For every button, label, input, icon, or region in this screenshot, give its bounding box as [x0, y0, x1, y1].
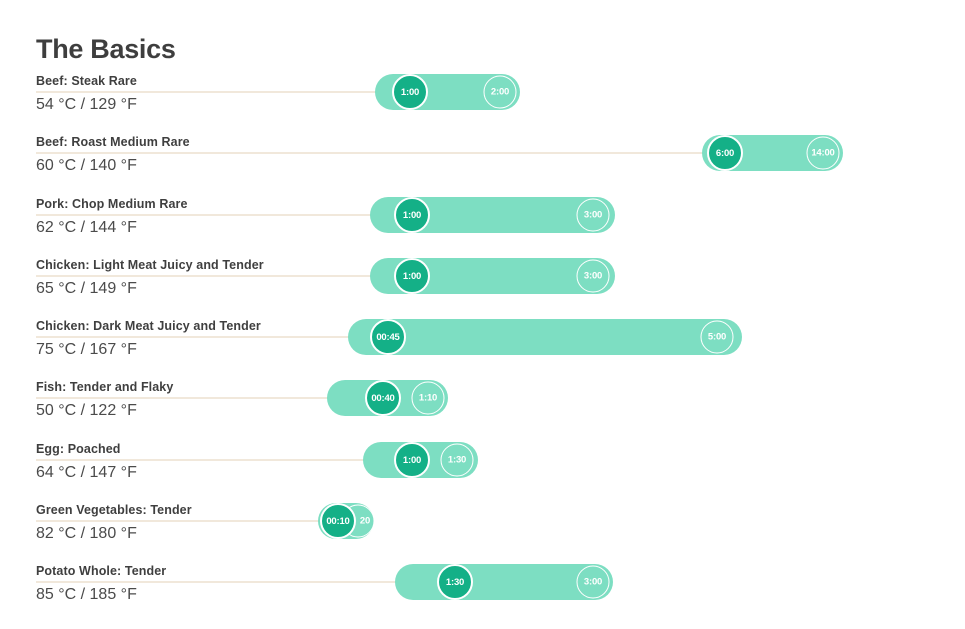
row-line: [36, 214, 372, 216]
min-time-badge[interactable]: 1:00: [394, 442, 430, 478]
max-time-label: 5:00: [707, 331, 727, 343]
food-label: Potato Whole: Tender: [36, 564, 167, 578]
row-line: [36, 397, 329, 399]
min-time-badge[interactable]: 1:00: [392, 74, 428, 110]
min-time-badge[interactable]: 00:10: [320, 503, 356, 539]
min-time-badge[interactable]: 6:00: [707, 135, 743, 171]
min-time-label: 00:10: [326, 515, 350, 527]
max-time-badge[interactable]: 2:00: [483, 75, 517, 109]
row-line: [36, 336, 350, 338]
min-time-label: 00:40: [371, 392, 395, 404]
max-time-label: 1:10: [418, 392, 438, 404]
min-time-label: 1:00: [402, 270, 422, 282]
food-label: Beef: Steak Rare: [36, 74, 137, 88]
max-time-label: 20: [359, 515, 371, 527]
max-time-badge[interactable]: 14:00: [806, 136, 840, 170]
max-time-badge[interactable]: 5:00: [700, 320, 734, 354]
food-label: Pork: Chop Medium Rare: [36, 197, 188, 211]
max-time-label: 14:00: [811, 147, 835, 159]
row-line: [36, 91, 377, 93]
min-time-label: 1:00: [402, 454, 422, 466]
row-line: [36, 581, 397, 583]
temperature-label: 62 °C / 144 °F: [36, 219, 137, 236]
max-time-label: 3:00: [583, 209, 603, 221]
max-time-badge[interactable]: 1:10: [411, 381, 445, 415]
min-time-badge[interactable]: 1:30: [437, 564, 473, 600]
time-range-bar[interactable]: 1:00 1:30: [363, 442, 478, 478]
time-range-bar[interactable]: 1:00 3:00: [370, 197, 615, 233]
row-line: [36, 520, 320, 522]
guide-row: Beef: Steak Rare 54 °C / 129 °F 1:00 2:0…: [0, 74, 965, 136]
time-range-bar[interactable]: 00:10 20: [318, 503, 375, 539]
guide-row: Potato Whole: Tender 85 °C / 185 °F 1:30…: [0, 564, 965, 626]
row-line: [36, 459, 365, 461]
temperature-label: 65 °C / 149 °F: [36, 280, 137, 297]
guide-row: Egg: Poached 64 °C / 147 °F 1:00 1:30: [0, 442, 965, 504]
time-range-bar[interactable]: 00:40 1:10: [327, 380, 448, 416]
time-range-bar[interactable]: 00:45 5:00: [348, 319, 742, 355]
min-time-label: 1:00: [402, 209, 422, 221]
max-time-badge[interactable]: 3:00: [576, 259, 610, 293]
time-range-bar[interactable]: 1:30 3:00: [395, 564, 613, 600]
max-time-label: 2:00: [490, 86, 510, 98]
time-range-bar[interactable]: 1:00 2:00: [375, 74, 520, 110]
temperature-label: 50 °C / 122 °F: [36, 402, 137, 419]
food-label: Chicken: Light Meat Juicy and Tender: [36, 258, 264, 272]
max-time-label: 1:30: [447, 454, 467, 466]
food-label: Green Vegetables: Tender: [36, 503, 192, 517]
guide-row: Pork: Chop Medium Rare 62 °C / 144 °F 1:…: [0, 197, 965, 259]
temperature-label: 64 °C / 147 °F: [36, 464, 137, 481]
temperature-label: 82 °C / 180 °F: [36, 525, 137, 542]
guide-row: Beef: Roast Medium Rare 60 °C / 140 °F 6…: [0, 135, 965, 197]
min-time-label: 6:00: [715, 147, 735, 159]
min-time-badge[interactable]: 1:00: [394, 258, 430, 294]
temperature-label: 60 °C / 140 °F: [36, 157, 137, 174]
max-time-label: 3:00: [583, 576, 603, 588]
min-time-label: 1:00: [400, 86, 420, 98]
page-title: The Basics: [36, 34, 176, 65]
max-time-badge[interactable]: 3:00: [576, 198, 610, 232]
min-time-badge[interactable]: 1:00: [394, 197, 430, 233]
min-time-label: 1:30: [445, 576, 465, 588]
temperature-label: 54 °C / 129 °F: [36, 96, 137, 113]
time-range-bar[interactable]: 6:00 14:00: [702, 135, 843, 171]
max-time-badge[interactable]: 3:00: [576, 565, 610, 599]
guide-row: Fish: Tender and Flaky 50 °C / 122 °F 00…: [0, 380, 965, 442]
max-time-label: 3:00: [583, 270, 603, 282]
max-time-badge[interactable]: 1:30: [440, 443, 474, 477]
min-time-badge[interactable]: 00:40: [365, 380, 401, 416]
min-time-label: 00:45: [376, 331, 400, 343]
row-line: [36, 152, 704, 154]
guide-row: Chicken: Light Meat Juicy and Tender 65 …: [0, 258, 965, 320]
guide-row: Green Vegetables: Tender 82 °C / 180 °F …: [0, 503, 965, 565]
temperature-label: 75 °C / 167 °F: [36, 341, 137, 358]
food-label: Egg: Poached: [36, 442, 121, 456]
food-label: Beef: Roast Medium Rare: [36, 135, 190, 149]
guide-row: Chicken: Dark Meat Juicy and Tender 75 °…: [0, 319, 965, 381]
food-label: Chicken: Dark Meat Juicy and Tender: [36, 319, 261, 333]
time-range-bar[interactable]: 1:00 3:00: [370, 258, 615, 294]
food-label: Fish: Tender and Flaky: [36, 380, 174, 394]
row-line: [36, 275, 372, 277]
min-time-badge[interactable]: 00:45: [370, 319, 406, 355]
temperature-label: 85 °C / 185 °F: [36, 586, 137, 603]
